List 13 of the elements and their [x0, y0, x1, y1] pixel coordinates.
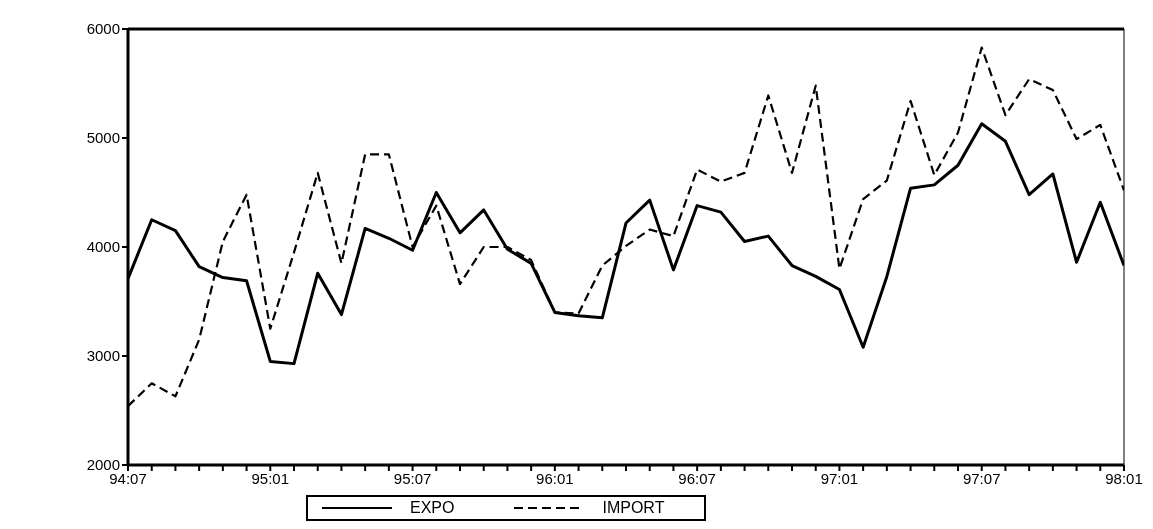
x-tick-label: 97:01 — [820, 469, 859, 487]
y-tick-label: 4000 — [86, 238, 120, 256]
x-tick-label: 96:01 — [536, 469, 574, 487]
x-tick-label: 95:07 — [393, 469, 432, 487]
y-tick-label: 3000 — [86, 347, 120, 365]
y-tick-label: 6000 — [86, 20, 120, 38]
x-tick-label: 97:07 — [962, 469, 1001, 487]
legend-label: EXPO — [410, 499, 455, 517]
x-tick-label: 96:07 — [678, 469, 716, 487]
x-tick-label: 98:01 — [1105, 469, 1143, 487]
y-tick-label: 5000 — [86, 129, 120, 147]
x-tick-label: 95:01 — [251, 469, 290, 487]
legend-label: IMPORT — [602, 499, 665, 517]
